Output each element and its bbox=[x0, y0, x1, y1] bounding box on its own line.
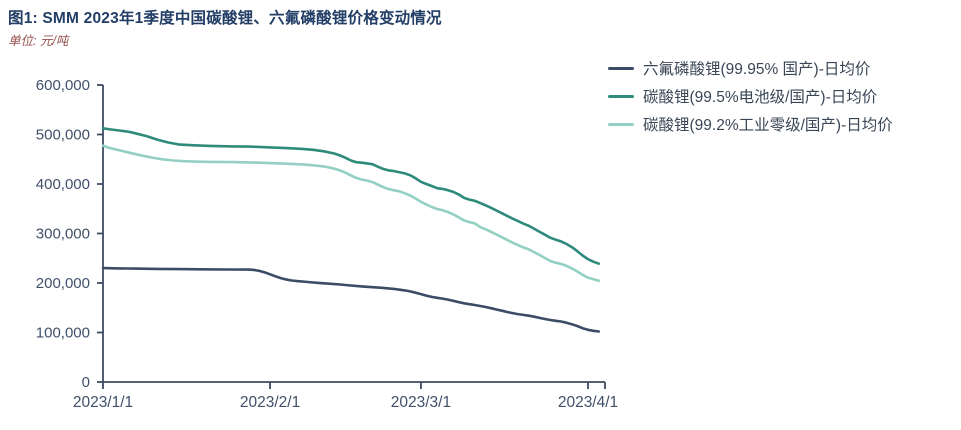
x-tick-label: 2023/1/1 bbox=[73, 394, 133, 411]
legend-item-label: 碳酸锂(99.5%电池级/国产)-日均价 bbox=[643, 89, 878, 106]
legend-item-label: 六氟磷酸锂(99.95% 国产)-日均价 bbox=[643, 61, 871, 78]
legend-item: 碳酸锂(99.5%电池级/国产)-日均价 bbox=[608, 82, 893, 110]
y-tick-label: 600,000 bbox=[36, 77, 90, 94]
legend-item-label: 碳酸锂(99.2%工业零级/国产)-日均价 bbox=[643, 117, 893, 134]
series-line-2 bbox=[101, 144, 601, 283]
y-tick-label: 0 bbox=[82, 374, 90, 391]
figure-title: 图1: SMM 2023年1季度中国碳酸锂、六氟磷酸锂价格变动情况 bbox=[8, 10, 442, 27]
y-tick-label: 200,000 bbox=[36, 275, 90, 292]
series-line-0 bbox=[101, 266, 601, 333]
x-tick-label: 2023/4/1 bbox=[558, 394, 618, 411]
legend-item: 六氟磷酸锂(99.95% 国产)-日均价 bbox=[608, 54, 893, 82]
line-swatch-icon bbox=[608, 94, 634, 98]
series-line-1 bbox=[101, 127, 601, 266]
y-tick-label: 500,000 bbox=[36, 127, 90, 144]
y-tick-label: 100,000 bbox=[36, 325, 90, 342]
unit-label: 单位: 元/吨 bbox=[8, 34, 69, 48]
x-tick-label: 2023/3/1 bbox=[391, 394, 451, 411]
line-swatch-icon bbox=[608, 122, 634, 126]
x-tick-label: 2023/2/1 bbox=[240, 394, 300, 411]
legend-item: 碳酸锂(99.2%工业零级/国产)-日均价 bbox=[608, 110, 893, 138]
axis-lines bbox=[102, 85, 605, 383]
line-swatch-icon bbox=[608, 66, 634, 70]
y-tick-label: 300,000 bbox=[36, 226, 90, 243]
y-tick-label: 400,000 bbox=[36, 176, 90, 193]
legend: 六氟磷酸锂(99.95% 国产)-日均价 碳酸锂(99.5%电池级/国产)-日均… bbox=[608, 54, 893, 138]
